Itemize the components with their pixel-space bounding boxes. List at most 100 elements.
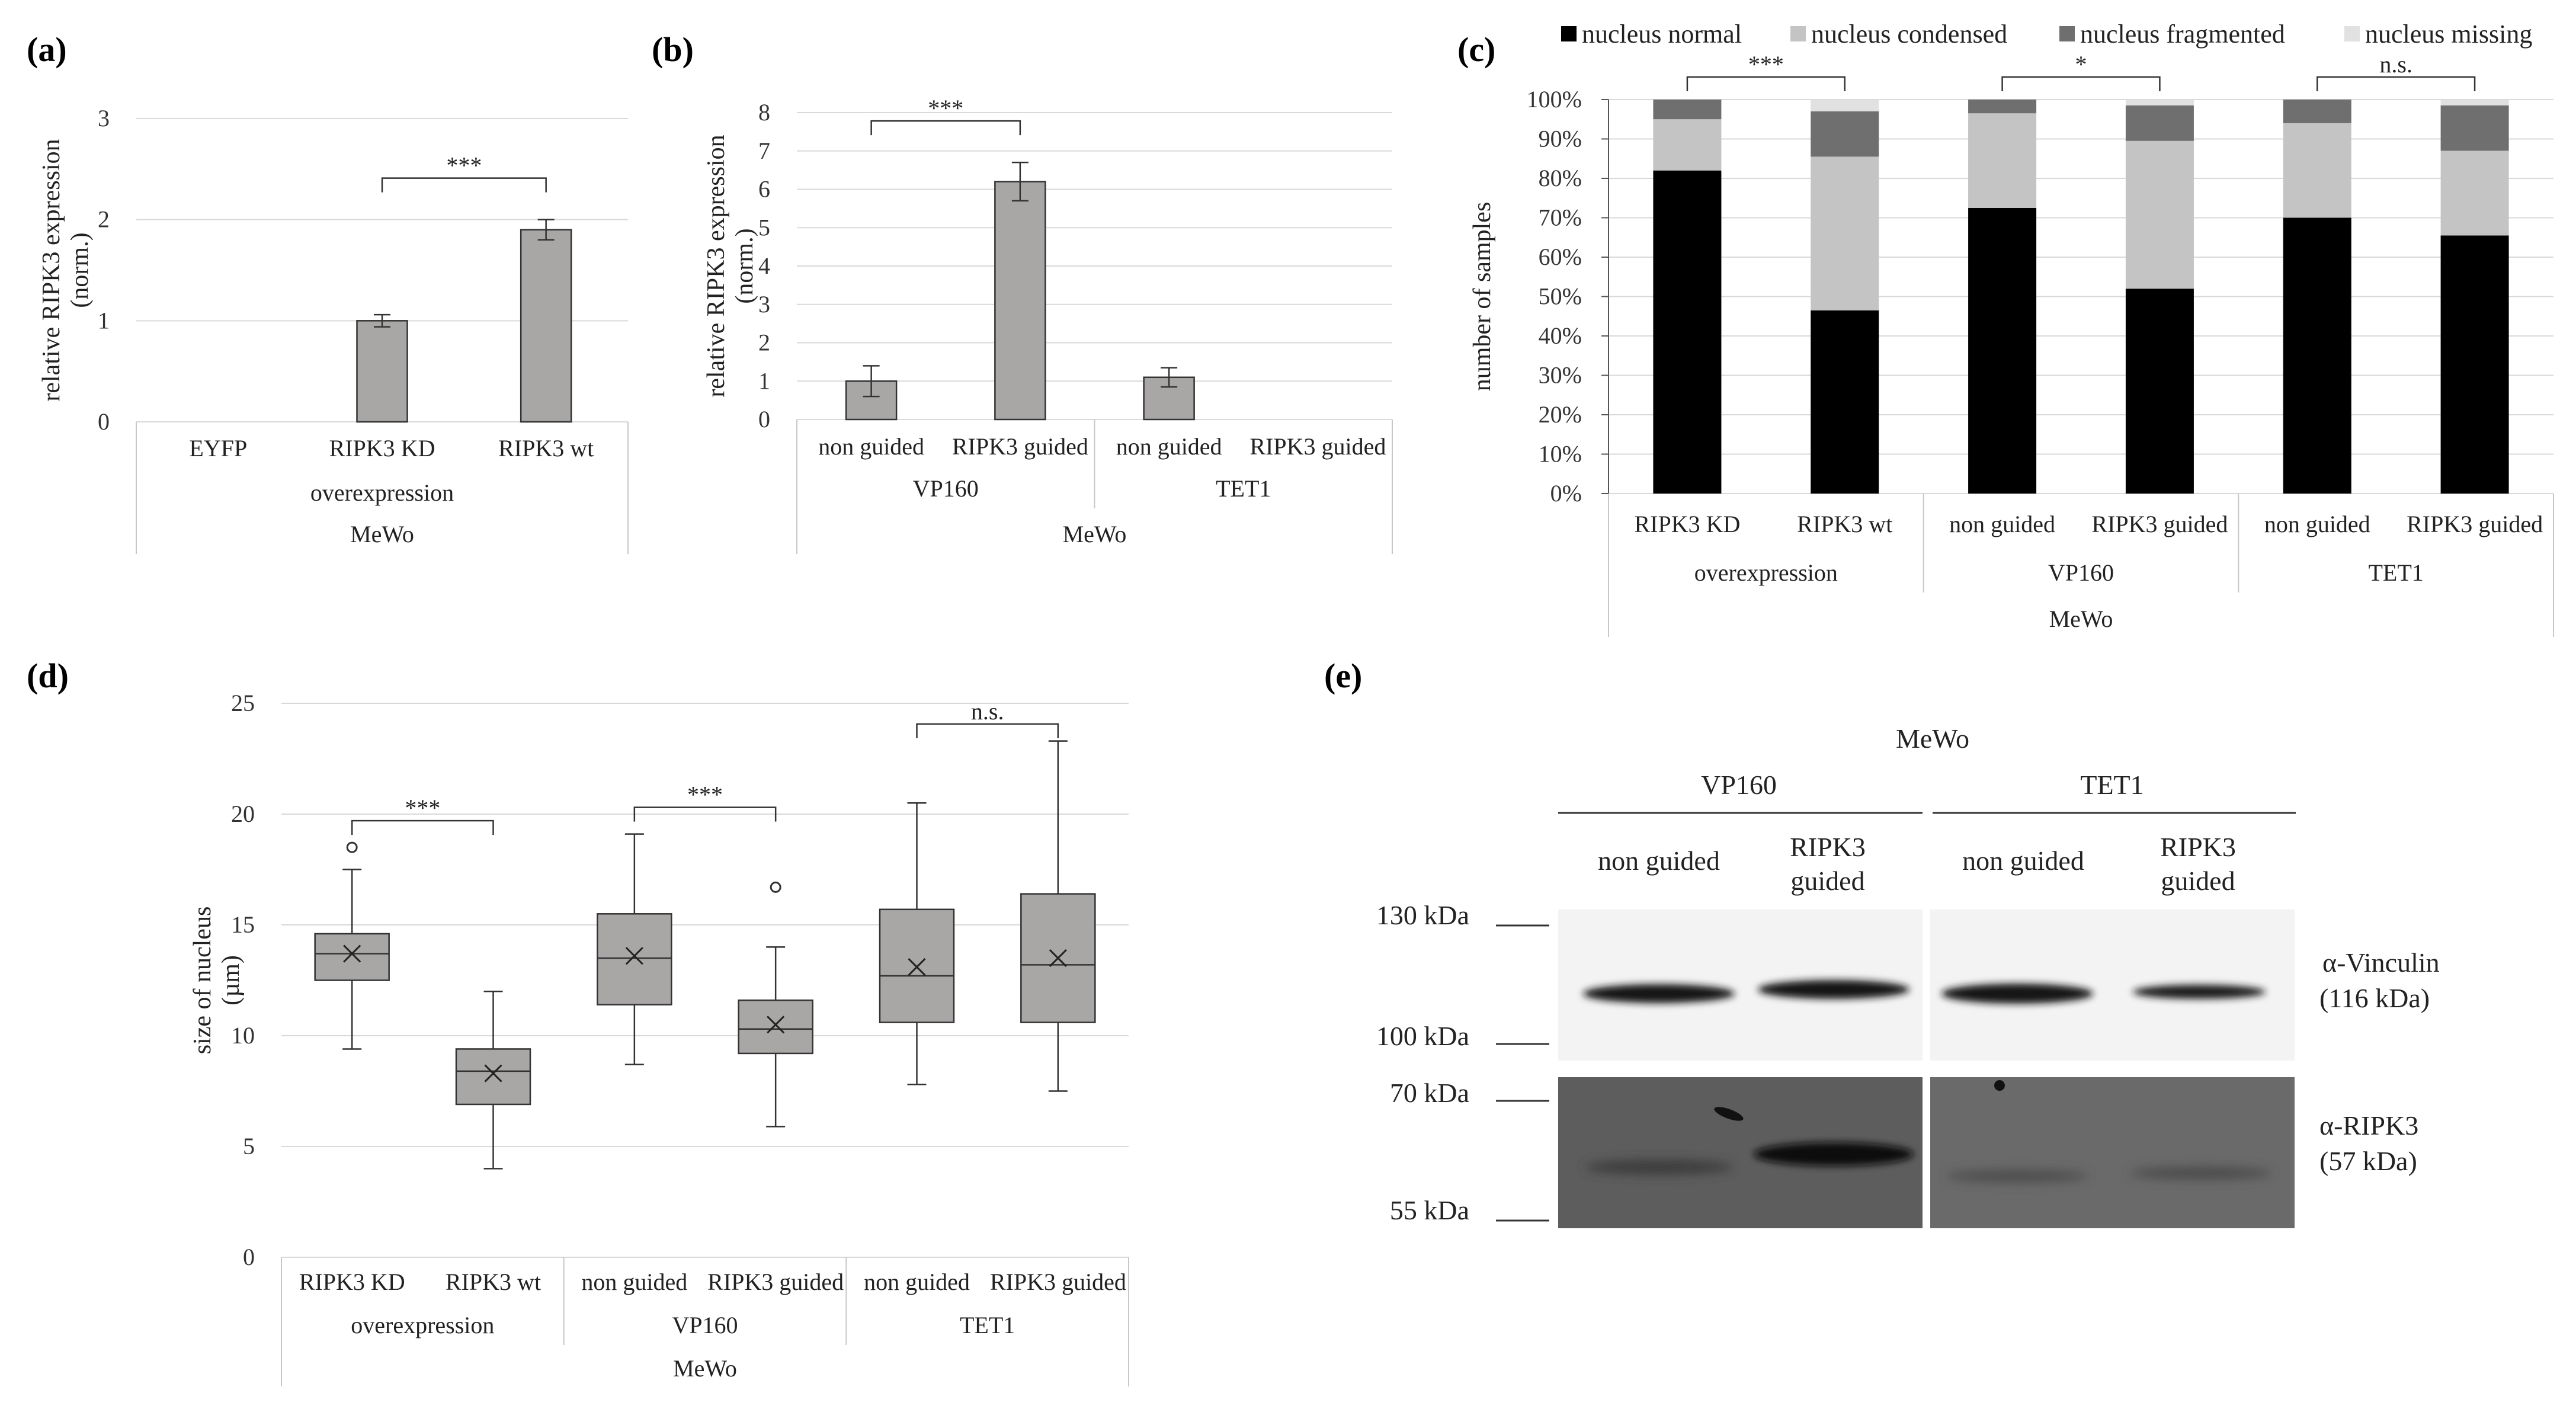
blot-lane-3: non guided: [1962, 845, 2084, 876]
significance-label: n.s.: [971, 698, 1004, 725]
stacked-segment: [2440, 235, 2509, 494]
stacked-segment: [1811, 100, 1879, 111]
stacked-segment: [2125, 289, 2194, 494]
significance-bracket: [2001, 76, 2161, 91]
y-tick-label: 25: [231, 690, 255, 716]
y-axis-title-line2: (µm): [217, 955, 245, 1005]
y-tick-label: 0: [243, 1244, 255, 1270]
box: [314, 933, 390, 981]
y-axis-title: number of samples: [1469, 202, 1496, 392]
bar: [356, 320, 408, 423]
group-label: VP160: [672, 1312, 738, 1338]
category-label: RIPK3 guided: [2407, 511, 2543, 537]
y-tick-label: 5: [758, 214, 770, 241]
group-label: overexpression: [1694, 559, 1838, 586]
panel-label-d: (d): [27, 656, 69, 695]
y-tick-label: 6: [758, 176, 770, 203]
legend-label-fragmented: nucleus fragmented: [2080, 20, 2285, 49]
category-label: non guided: [1949, 511, 2055, 537]
stacked-segment: [2125, 140, 2194, 289]
stacked-segment: [1653, 119, 1722, 171]
outlier-point: [346, 841, 358, 853]
stacked-segment: [1968, 207, 2037, 494]
significance-label: ***: [928, 95, 963, 121]
mean-marker: [767, 1016, 785, 1034]
stacked-segment: [1653, 170, 1722, 494]
significance-bracket: [870, 120, 1021, 136]
stacked-segment: [2283, 217, 2351, 494]
stacked-segment: [2125, 100, 2194, 105]
y-axis-title-line2: (norm.): [731, 228, 758, 303]
y-tick-label: 15: [231, 911, 255, 938]
y-tick-label: 4: [758, 252, 770, 279]
y-tick-label: 7: [758, 137, 770, 164]
y-axis-title-line2: (norm.): [66, 232, 94, 308]
mean-marker: [343, 944, 361, 963]
y-tick-label: 80%: [1539, 165, 1582, 191]
blot-lane-2-line1: RIPK3: [1790, 832, 1866, 862]
y-tick-label: 90%: [1539, 126, 1582, 152]
band-ripk3-3: [1946, 1170, 2088, 1182]
box: [455, 1048, 531, 1106]
significance-bracket: [916, 723, 1059, 738]
category-label: RIPK3 wt: [1797, 511, 1892, 537]
supergroup-label: MeWo: [1063, 521, 1127, 547]
band-size-vinculin: (116 kDa): [2319, 983, 2430, 1013]
category-label: non guided: [2264, 511, 2370, 537]
y-tick-label: 1: [98, 307, 110, 334]
significance-label: ***: [405, 795, 440, 821]
mean-marker: [1049, 949, 1067, 968]
supergroup-label: MeWo: [2049, 606, 2113, 632]
band-vinculin-2: [1758, 980, 1909, 999]
blot-lane-4-line2: guided: [2161, 866, 2235, 896]
band-ripk3-1: [1585, 1160, 1733, 1174]
significance-bracket: [2317, 76, 2476, 91]
blot-title: MeWo: [1896, 723, 1969, 754]
panel-label-a: (a): [27, 30, 67, 69]
stacked-segment: [1968, 100, 2037, 114]
mean-marker: [484, 1064, 502, 1082]
legend-swatch-fragmented: [2059, 26, 2075, 41]
y-tick-label: 2: [758, 329, 770, 356]
stacked-segment: [2125, 105, 2194, 141]
y-tick-label: 5: [243, 1133, 255, 1160]
significance-label: ***: [446, 152, 482, 179]
legend-swatch-missing: [2344, 26, 2360, 41]
category-label: non guided: [1116, 433, 1222, 460]
band-label-vinculin: α-Vinculin: [2322, 947, 2440, 978]
western-blot: MeWo VP160 TET1 non guided RIPK3 guided …: [1376, 723, 2440, 1228]
y-tick-label: 1: [758, 367, 770, 394]
category-label: RIPK3 guided: [952, 433, 1088, 460]
blot-lane-4-line1: RIPK3: [2160, 832, 2236, 862]
stacked-segment: [1968, 113, 2037, 208]
significance-bracket: [381, 177, 547, 193]
box: [597, 913, 672, 1005]
band-vinculin-1: [1583, 984, 1735, 1003]
marker-55: 55 kDa: [1390, 1195, 1469, 1225]
y-tick-label: 3: [758, 291, 770, 318]
group-label: TET1: [1216, 475, 1271, 502]
legend-label-condensed: nucleus condensed: [1811, 20, 2007, 49]
category-label: RIPK3 guided: [990, 1269, 1126, 1295]
mean-marker: [908, 957, 926, 976]
category-label: RIPK3 wt: [498, 435, 594, 462]
blot-group-tet1: TET1: [2080, 770, 2144, 800]
category-label: non guided: [581, 1269, 687, 1295]
y-axis-title-line1: relative RIPK3 expression: [38, 139, 65, 401]
significance-bracket: [633, 806, 777, 822]
stacked-segment: [1811, 156, 1879, 310]
y-tick-label: 70%: [1539, 204, 1582, 231]
supergroup-label: MeWo: [350, 521, 414, 547]
y-tick-label: 0: [758, 406, 770, 433]
stacked-segment: [1811, 111, 1879, 157]
significance-bracket: [351, 819, 494, 835]
category-label: non guided: [818, 433, 924, 460]
stacked-segment: [2440, 105, 2509, 151]
blot-artifact-spot: [1714, 1107, 1744, 1121]
legend-label-normal: nucleus normal: [1582, 20, 1742, 49]
y-tick-label: 30%: [1539, 362, 1582, 389]
blot-lane-2-line2: guided: [1790, 866, 1864, 896]
y-tick-label: 0%: [1550, 480, 1582, 507]
marker-70: 70 kDa: [1390, 1078, 1469, 1108]
